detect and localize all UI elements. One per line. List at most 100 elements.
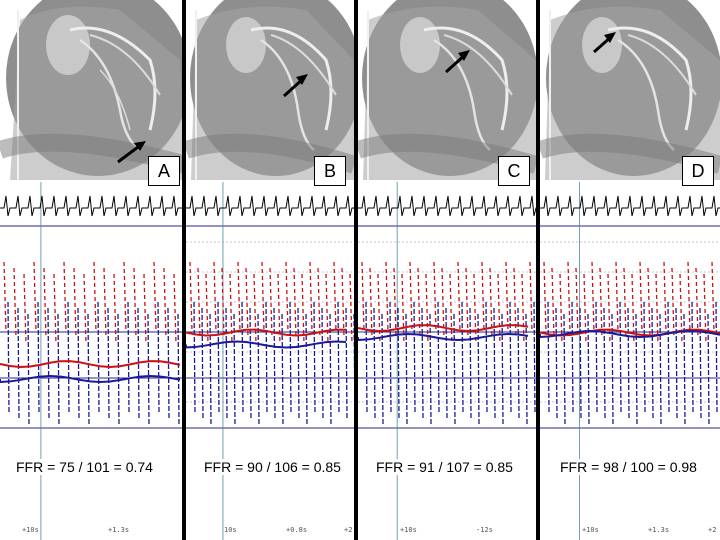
aortic-pressure-spike (301, 273, 305, 345)
panel-divider (536, 0, 540, 540)
distal-pressure-spike (77, 307, 80, 419)
ecg-trace (186, 195, 354, 217)
distal-pressure-spike (313, 301, 316, 413)
aortic-pressure-spike (83, 273, 87, 345)
distal-pressure-spike (381, 313, 384, 425)
ffr-value-a: FFR = 75 / 101 = 0.74 (14, 459, 155, 475)
distal-pressure-spike (619, 301, 622, 413)
time-tick-b-2: +0.8s (286, 526, 308, 534)
angiogram-image-d (540, 0, 720, 180)
aortic-pressure-spike (123, 261, 127, 333)
aortic-pressure-spike (33, 261, 37, 333)
aortic-pressure-spike (377, 273, 381, 345)
panel-label-b: B (314, 156, 346, 186)
aortic-pressure-spike (583, 273, 587, 345)
aortic-pressure-spike (221, 267, 225, 339)
distal-pressure-spike (525, 313, 528, 425)
distal-pressure-spike (517, 307, 520, 419)
panel-d: D FFR = 98 / 100 = 0.98 +10s +1.3s +2 (540, 0, 720, 540)
distal-pressure-spike (691, 301, 694, 413)
angiogram-image-a (0, 0, 186, 180)
panel-a: A FFR = 75 / 101 = 0.74 +10s +1.3s (0, 0, 186, 540)
distal-pressure-spike (27, 313, 30, 425)
aortic-pressure-spike (473, 273, 477, 345)
aortic-pressure-spike (417, 267, 421, 339)
aortic-pressure-spike (53, 273, 57, 345)
distal-pressure-spike (429, 313, 432, 425)
distal-pressure-spike (421, 307, 424, 419)
aortic-pressure-spike (409, 261, 413, 333)
aortic-pressure-spike (197, 267, 201, 339)
distal-pressure-spike (469, 307, 472, 419)
aortic-pressure-spike (73, 267, 77, 339)
distal-pressure-spike (493, 307, 496, 419)
distal-pressure-spike (667, 301, 670, 413)
aortic-pressure-spike (457, 261, 461, 333)
distal-pressure-spike (167, 307, 170, 419)
aortic-pressure-spike (465, 267, 469, 339)
aortic-pressure-spike (333, 261, 337, 333)
distal-pressure-spike (453, 313, 456, 425)
distal-pressure-spike (389, 301, 392, 413)
mean-aortic-pressure-line (186, 328, 347, 337)
distal-pressure-spike (413, 301, 416, 413)
aortic-pressure-spike (385, 261, 389, 333)
distal-pressure-spike (563, 313, 566, 425)
aortic-pressure-spike (639, 261, 643, 333)
angiogram-image-c (358, 0, 536, 180)
ecg-trace (540, 195, 720, 217)
aortic-pressure-spike (623, 267, 627, 339)
distal-pressure-spike (241, 301, 244, 413)
aortic-pressure-spike (309, 261, 313, 333)
aortic-pressure-spike (285, 261, 289, 333)
mean-aortic-pressure-line (358, 324, 529, 333)
aortic-pressure-spike (655, 273, 659, 345)
aortic-pressure-spike (369, 267, 373, 339)
ffr-value-d: FFR = 98 / 100 = 0.98 (558, 459, 699, 475)
aortic-pressure-spike (599, 267, 603, 339)
aortic-pressure-spike (43, 267, 47, 339)
distal-pressure-spike (177, 313, 180, 425)
ffr-value-c: FFR = 91 / 107 = 0.85 (374, 459, 515, 475)
panel-b: B FFR = 90 / 106 = 0.85 10s +0.8s +2 (186, 0, 354, 540)
distal-pressure-spike (501, 313, 504, 425)
aortic-pressure-spike (663, 261, 667, 333)
distal-pressure-spike (273, 307, 276, 419)
distal-pressure-spike (127, 301, 130, 413)
pressure-tracing-b (186, 182, 354, 540)
aortic-pressure-spike (505, 261, 509, 333)
aortic-pressure-spike (293, 267, 297, 339)
distal-pressure-spike (193, 301, 196, 413)
distal-pressure-spike (643, 301, 646, 413)
distal-pressure-spike (509, 301, 512, 413)
aortic-pressure-spike (13, 267, 17, 339)
aortic-pressure-spike (543, 261, 547, 333)
distal-pressure-spike (627, 307, 630, 419)
aortic-pressure-spike (703, 273, 707, 345)
aortic-pressure-spike (481, 261, 485, 333)
ecg-trace (358, 195, 536, 217)
distal-pressure-spike (533, 301, 536, 413)
time-tick-d-1: +10s (582, 526, 599, 534)
aortic-pressure-spike (513, 267, 517, 339)
aortic-pressure-spike (393, 267, 397, 339)
distal-pressure-spike (147, 313, 150, 425)
aortic-pressure-spike (615, 261, 619, 333)
panel-label-c: C (498, 156, 530, 186)
aortic-pressure-spike (153, 261, 157, 333)
aortic-pressure-spike (213, 261, 217, 333)
aortic-pressure-spike (559, 273, 563, 345)
distal-pressure-spike (297, 307, 300, 419)
distal-pressure-spike (265, 301, 268, 413)
aortic-pressure-spike (23, 273, 27, 345)
distal-pressure-spike (201, 307, 204, 419)
time-tick-a-2: +1.3s (108, 526, 130, 534)
distal-pressure-spike (37, 301, 40, 413)
distal-pressure-spike (209, 313, 212, 425)
aortic-pressure-spike (143, 273, 147, 345)
distal-pressure-spike (405, 313, 408, 425)
distal-pressure-spike (157, 301, 160, 413)
distal-pressure-spike (461, 301, 464, 413)
aortic-pressure-spike (575, 267, 579, 339)
distal-pressure-spike (47, 307, 50, 419)
